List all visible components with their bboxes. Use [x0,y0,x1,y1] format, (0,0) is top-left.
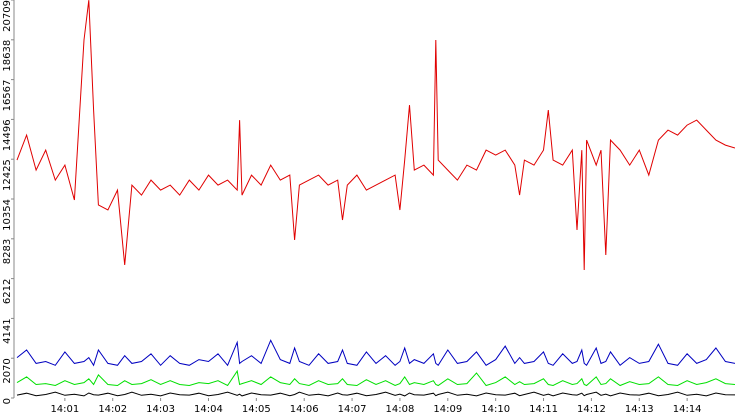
x-tick-label: 14:10 [481,404,510,415]
x-tick-label: 14:11 [529,404,558,415]
x-tick-label: 14:08 [386,404,415,415]
y-tick-label: 12425 [2,159,13,191]
y-tick-label: 8283 [2,239,13,264]
x-tick-label: 14:04 [194,404,223,415]
x-tick-label: 14:02 [98,404,127,415]
x-tick-label: 14:14 [673,404,702,415]
y-tick-label: 4141 [2,318,13,343]
x-tick-label: 14:09 [433,404,462,415]
series-line [16,369,735,387]
y-tick-label: 20709 [2,0,13,32]
series-line [16,0,735,271]
x-tick-label: 14:12 [577,404,606,415]
x-tick-label: 14:13 [625,404,654,415]
y-tick-label: 16567 [2,80,13,112]
x-tick-label: 14:07 [338,404,367,415]
x-tick-label: 14:03 [146,404,175,415]
series-line [16,391,735,397]
x-tick-label: 14:05 [242,404,271,415]
series-line [16,339,735,367]
y-tick-label: 18638 [2,40,13,72]
y-tick-label: 2070 [2,358,13,383]
x-tick-label: 14:06 [290,404,319,415]
y-tick-label: 0 [2,398,13,404]
x-tick-label: 14:01 [50,404,79,415]
y-tick-label: 6212 [2,279,13,304]
y-tick-label: 14496 [2,119,13,151]
y-tick-label: 10354 [2,199,13,231]
